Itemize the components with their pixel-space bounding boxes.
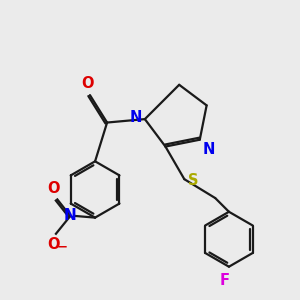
Text: O: O (81, 76, 93, 91)
Text: S: S (188, 173, 199, 188)
Text: −: − (57, 241, 68, 254)
Text: N: N (202, 142, 215, 158)
Text: O: O (48, 181, 60, 196)
Text: N: N (130, 110, 142, 125)
Text: N: N (64, 208, 77, 224)
Text: F: F (220, 273, 230, 288)
Text: O: O (47, 237, 59, 252)
